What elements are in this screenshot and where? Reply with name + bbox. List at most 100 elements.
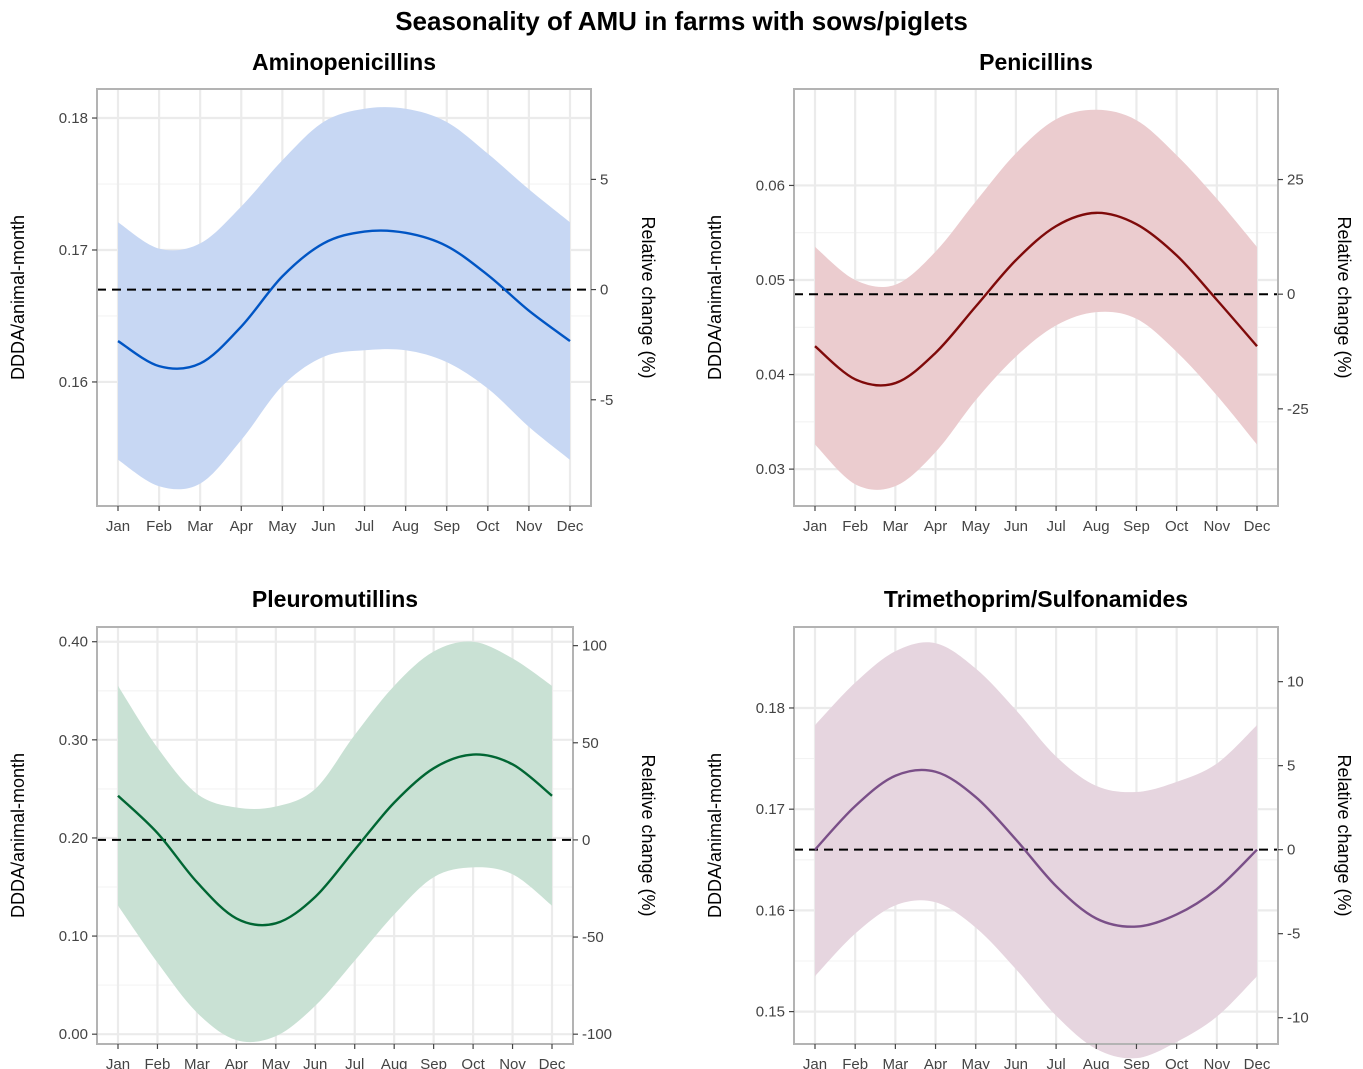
x-tick-label: Feb bbox=[146, 518, 172, 535]
x-tick-label: Jan bbox=[803, 518, 827, 535]
y2-tick-label: -100 bbox=[582, 1026, 612, 1043]
panel-title: Penicillins bbox=[979, 49, 1093, 75]
plot-frame bbox=[96, 88, 592, 507]
x-tick-label: Feb bbox=[145, 1056, 171, 1069]
chart-panel-2: Penicillins 0.03 0.04 0.05 0.06 25 0 -25 Jan Feb M… bbox=[705, 49, 1354, 535]
x-tick-label: Jul bbox=[1046, 518, 1065, 535]
x-tick-label: Jan bbox=[106, 518, 130, 535]
series-line bbox=[117, 229, 571, 370]
plot-frame bbox=[793, 88, 1279, 507]
y-axis-title: DDDA/animal-month bbox=[8, 215, 28, 380]
panel-title: Pleuromutillins bbox=[252, 586, 418, 612]
x-tick-label: Jul bbox=[345, 1056, 364, 1069]
confidence-band bbox=[118, 107, 570, 490]
x-tick-label: Jan bbox=[803, 1056, 827, 1069]
x-tick-label: Apr bbox=[230, 518, 253, 535]
x-tick-label: Jun bbox=[303, 1056, 327, 1069]
series-line bbox=[814, 768, 1258, 928]
y-tick-label: 0.18 bbox=[59, 110, 88, 127]
x-tick-label: Dec bbox=[1244, 1056, 1271, 1069]
x-tick-label: Dec bbox=[1244, 518, 1271, 535]
x-tick-label: May bbox=[268, 518, 297, 535]
y-axis-title: DDDA/animal-month bbox=[8, 753, 28, 918]
panel-title: Aminopenicillins bbox=[252, 49, 436, 75]
y2-tick-label: 10 bbox=[1287, 674, 1304, 691]
y-tick-label: 0.17 bbox=[59, 242, 88, 259]
y2-tick-label: 50 bbox=[582, 735, 599, 752]
x-tick-label: Dec bbox=[539, 1056, 566, 1069]
x-tick-label: Jun bbox=[1004, 518, 1028, 535]
y-tick-label: 0.15 bbox=[756, 1004, 785, 1021]
y-tick-label: 0.05 bbox=[756, 272, 785, 289]
x-tick-label: Aug bbox=[392, 518, 419, 535]
x-tick-label: Sep bbox=[1123, 518, 1150, 535]
y2-tick-label: 0 bbox=[582, 832, 590, 849]
y2-tick-label: 25 bbox=[1287, 172, 1304, 189]
y2-tick-label: 0 bbox=[600, 282, 608, 299]
y2-tick-label: 0 bbox=[1287, 842, 1295, 859]
y-axis-title: DDDA/animal-month bbox=[705, 215, 725, 380]
x-tick-label: Jul bbox=[355, 518, 374, 535]
y-tick-label: 0.17 bbox=[756, 801, 785, 818]
y2-axis-title: Relative change (%) bbox=[1334, 754, 1354, 916]
figure-title: Seasonality of AMU in farms with sows/pi… bbox=[395, 6, 968, 36]
y2-tick-label: -25 bbox=[1287, 401, 1309, 418]
x-tick-label: Apr bbox=[924, 1056, 947, 1069]
y-tick-label: 0.06 bbox=[756, 177, 785, 194]
y2-tick-label: -5 bbox=[1287, 926, 1300, 943]
y2-tick-label: -10 bbox=[1287, 1010, 1309, 1027]
chart-panel-1: Aminopenicillins 0.16 0.17 0.18 5 0 -5 Jan Feb Ma… bbox=[8, 49, 658, 535]
chart-panel-4: Trimethoprim/Sulfonamides 0.15 0.16 0.17 0.1… bbox=[705, 586, 1354, 1069]
y-tick-label: 0.00 bbox=[59, 1026, 88, 1043]
x-tick-label: Jun bbox=[311, 518, 335, 535]
x-tick-label: Apr bbox=[225, 1056, 248, 1069]
x-tick-label: Nov bbox=[499, 1056, 526, 1069]
confidence-band bbox=[118, 641, 552, 1043]
y-tick-label: 0.30 bbox=[59, 732, 88, 749]
y2-tick-label: 5 bbox=[600, 171, 608, 188]
y-axis-title: DDDA/animal-month bbox=[705, 753, 725, 918]
x-tick-label: Sep bbox=[420, 1056, 447, 1069]
y2-tick-label: -50 bbox=[582, 929, 604, 946]
y2-tick-label: 100 bbox=[582, 638, 607, 655]
x-tick-label: Oct bbox=[1165, 518, 1189, 535]
x-tick-label: Feb bbox=[842, 518, 868, 535]
x-tick-label: Oct bbox=[461, 1056, 485, 1069]
plot-frame bbox=[96, 626, 574, 1045]
x-tick-label: Nov bbox=[1203, 518, 1230, 535]
y-tick-label: 0.40 bbox=[59, 634, 88, 651]
y-tick-label: 0.18 bbox=[756, 700, 785, 717]
x-tick-label: Mar bbox=[882, 518, 908, 535]
y2-axis-title: Relative change (%) bbox=[1334, 216, 1354, 378]
y-tick-label: 0.16 bbox=[59, 374, 88, 391]
x-tick-label: Nov bbox=[1203, 1056, 1230, 1069]
series-line bbox=[117, 753, 553, 927]
x-tick-label: Oct bbox=[1165, 1056, 1189, 1069]
y2-tick-label: -5 bbox=[600, 392, 613, 409]
x-tick-label: Sep bbox=[1123, 1056, 1150, 1069]
x-tick-label: May bbox=[262, 1056, 291, 1069]
plot-frame bbox=[793, 626, 1279, 1045]
panel-title: Trimethoprim/Sulfonamides bbox=[884, 586, 1188, 612]
series-line bbox=[814, 211, 1258, 387]
x-tick-label: May bbox=[962, 1056, 991, 1069]
x-tick-label: Aug bbox=[1083, 518, 1110, 535]
y2-tick-label: 0 bbox=[1287, 286, 1295, 303]
y-tick-label: 0.16 bbox=[756, 902, 785, 919]
x-tick-label: Mar bbox=[882, 1056, 908, 1069]
x-tick-label: Jul bbox=[1046, 1056, 1065, 1069]
chart-panel-3: Pleuromutillins 0.00 0.10 0.20 0.30 0.40 100 50… bbox=[8, 586, 658, 1069]
x-tick-label: Oct bbox=[476, 518, 500, 535]
x-tick-label: Mar bbox=[187, 518, 213, 535]
x-tick-label: Aug bbox=[1083, 1056, 1110, 1069]
y2-tick-label: 5 bbox=[1287, 758, 1295, 775]
y2-axis-title: Relative change (%) bbox=[638, 216, 658, 378]
y-tick-label: 0.04 bbox=[756, 367, 785, 384]
y-tick-label: 0.20 bbox=[59, 830, 88, 847]
x-tick-label: Jun bbox=[1004, 1056, 1028, 1069]
x-tick-label: May bbox=[962, 518, 991, 535]
x-tick-label: Feb bbox=[842, 1056, 868, 1069]
y-tick-label: 0.10 bbox=[59, 928, 88, 945]
x-tick-label: Mar bbox=[184, 1056, 210, 1069]
